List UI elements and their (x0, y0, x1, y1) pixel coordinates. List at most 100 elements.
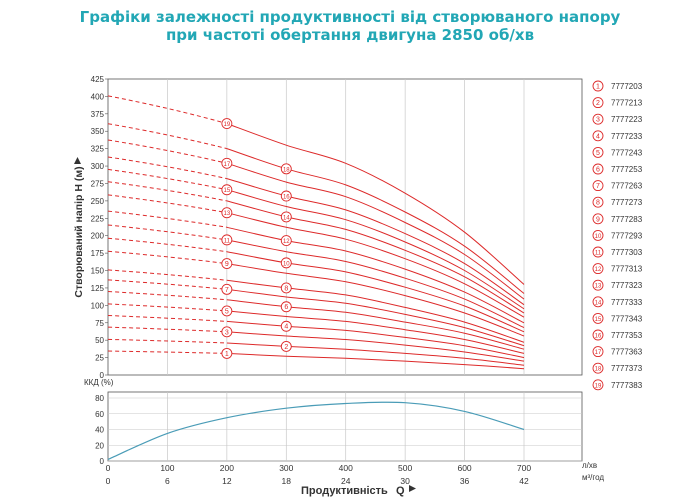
x-tick-label-lpm: 200 (220, 463, 234, 473)
legend-marker-label: 2 (596, 100, 600, 107)
curve-marker-6 (280, 301, 292, 313)
y-tick-label-head: 200 (91, 232, 105, 241)
chart-title-line1: Графіки залежності продуктивності від ст… (79, 8, 621, 26)
curve-solid-7777273 (226, 279, 525, 343)
y-tick-label-head: 300 (91, 162, 105, 171)
curve-solid-7777303 (226, 239, 525, 329)
curve-marker-label: 14 (283, 215, 290, 221)
legend-label-7777383: 7777383 (611, 381, 643, 390)
curve-solid-7777323 (226, 212, 525, 318)
curve-solid-7777263 (226, 288, 525, 347)
legend-label-7777243: 7777243 (611, 148, 643, 157)
curve-marker-label: 16 (283, 195, 290, 201)
curve-dashed-7777213 (107, 338, 227, 344)
legend-marker-13 (592, 279, 604, 291)
curve-marker-label: 12 (283, 239, 290, 245)
curve-marker-17 (221, 157, 233, 169)
y-tick-label-head: 75 (95, 319, 104, 328)
legend-marker-label: 18 (595, 367, 602, 373)
legend-label-7777323: 7777323 (611, 281, 643, 290)
legend-marker-label: 13 (595, 284, 602, 290)
legend-marker-15 (592, 312, 604, 324)
y-axis-label-efficiency: ККД (%) (84, 378, 114, 387)
curve-dashed-7777323 (107, 194, 227, 214)
curve-marker-13 (221, 207, 233, 219)
curve-solid-7777383 (226, 123, 525, 285)
efficiency-plot-frame (107, 391, 583, 462)
legend-marker-19 (592, 379, 604, 391)
x-tick-label-lpm: 700 (517, 463, 531, 473)
legend-label-7777293: 7777293 (611, 231, 643, 240)
legend-label-7777333: 7777333 (611, 298, 643, 307)
x-tick-label-lpm: 400 (339, 463, 353, 473)
legend-marker-16 (592, 329, 604, 341)
legend-label-7777253: 7777253 (611, 165, 643, 174)
legend-marker-1 (592, 80, 604, 92)
y-tick-label-head: 50 (95, 336, 104, 345)
y-axis-label-head: Створюваний напір H (м) (73, 166, 85, 297)
x-tick-label-m3h: 0 (106, 476, 111, 486)
curve-marker-10 (280, 257, 292, 269)
curve-marker-12 (280, 235, 292, 247)
legend-marker-label: 17 (595, 350, 602, 356)
curve-dashed-7777293 (107, 237, 227, 253)
legend-marker-label: 4 (596, 133, 600, 140)
curve-marker-label: 3 (225, 329, 229, 336)
legend-label-7777343: 7777343 (611, 314, 643, 323)
legend-label-7777313: 7777313 (611, 265, 643, 274)
y-tick-label-efficiency: 0 (100, 457, 105, 466)
curve-marker-label: 8 (284, 285, 288, 292)
legend-marker-6 (592, 163, 604, 175)
legend-label-7777263: 7777263 (611, 182, 643, 191)
curve-marker-18 (280, 163, 292, 175)
curve-dashed-7777343 (107, 168, 227, 191)
curve-dashed-7777373 (107, 123, 227, 150)
curve-dashed-7777313 (107, 210, 227, 228)
curve-marker-label: 1 (225, 351, 229, 358)
curve-solid-7777243 (226, 310, 525, 354)
y-tick-label-head: 100 (91, 301, 105, 310)
curve-marker-11 (221, 234, 233, 246)
curve-marker-7 (221, 283, 233, 295)
y-tick-label-head: 225 (91, 214, 105, 223)
legend-label-7777213: 7777213 (611, 99, 643, 108)
legend-label-7777223: 7777223 (611, 115, 643, 124)
legend-marker-label: 8 (596, 200, 600, 207)
curve-dashed-7777353 (107, 156, 227, 180)
legend-marker-2 (592, 97, 604, 109)
x-tick-label-lpm: 100 (160, 463, 174, 473)
y-tick-label-efficiency: 40 (95, 426, 104, 435)
x-tick-label-m3h: 18 (282, 476, 292, 486)
x-tick-label-m3h: 30 (400, 476, 410, 486)
curve-marker-label: 19 (224, 122, 231, 128)
x-tick-label-m3h: 42 (519, 476, 529, 486)
legend-label-7777363: 7777363 (611, 348, 643, 357)
curve-marker-label: 17 (224, 162, 231, 168)
y-axis-arrow-icon (74, 157, 81, 164)
y-tick-label-head: 375 (91, 110, 105, 119)
legend-marker-4 (592, 130, 604, 142)
y-tick-label-head: 325 (91, 145, 105, 154)
legend-marker-label: 3 (596, 117, 600, 124)
x-tick-label-m3h: 36 (460, 476, 470, 486)
x-tick-label-lpm: 300 (279, 463, 293, 473)
legend-marker-18 (592, 362, 604, 374)
curve-solid-7777203 (226, 352, 525, 370)
curve-marker-label: 6 (284, 304, 288, 311)
chart-title-line2: при частоті обертання двигуна 2850 об/хв (165, 26, 535, 44)
curve-marker-16 (280, 190, 292, 202)
x-tick-label-lpm: 0 (106, 463, 111, 473)
curve-marker-1 (221, 347, 233, 359)
curve-dashed-7777383 (107, 95, 227, 125)
legend-marker-5 (592, 146, 604, 158)
curve-dashed-7777303 (107, 224, 227, 241)
y-tick-label-head: 400 (91, 92, 105, 101)
legend-label-7777283: 7777283 (611, 215, 643, 224)
y-tick-label-efficiency: 60 (95, 410, 104, 419)
legend-marker-8 (592, 196, 604, 208)
y-tick-label-efficiency: 80 (95, 394, 104, 403)
legend-label-7777373: 7777373 (611, 364, 643, 373)
curve-dashed-7777223 (107, 326, 227, 333)
curve-dashed-7777263 (107, 279, 227, 290)
legend-marker-3 (592, 113, 604, 125)
